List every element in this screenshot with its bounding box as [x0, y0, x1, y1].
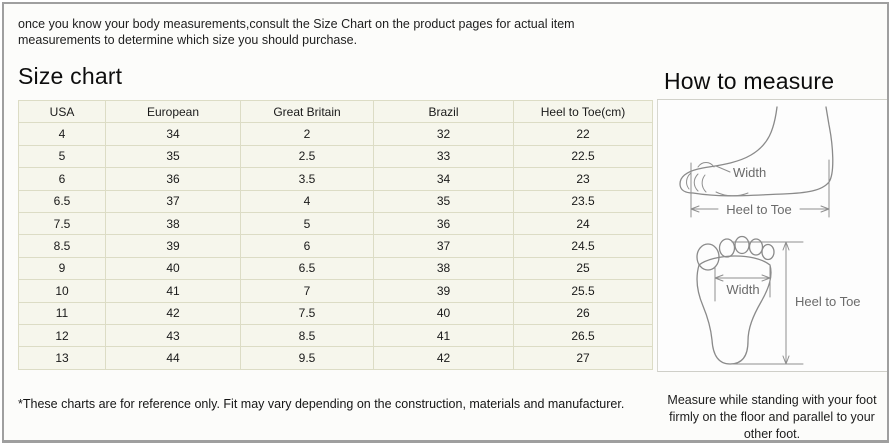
foot-side-view-icon: Width Heel to Toe	[679, 106, 834, 218]
size-cell: 36	[105, 167, 241, 191]
size-cell: 37	[373, 234, 514, 258]
size-cell: 22	[513, 122, 653, 146]
size-cell: 32	[373, 122, 514, 146]
table-row: 12 43 8.5 41 26.5	[18, 323, 653, 348]
how-to-measure-panel: How to measure Width Heel to Toe	[657, 4, 887, 440]
table-row: 5 35 2.5 33 22.5	[18, 144, 653, 169]
size-cell: 25	[513, 256, 653, 281]
column-header: European	[105, 99, 241, 124]
size-cell: 12	[18, 323, 106, 348]
size-cell: 24	[513, 211, 653, 236]
size-cell: 33	[373, 144, 514, 169]
table-row: 6 36 3.5 34 23	[18, 167, 653, 191]
size-cell: 9.5	[240, 346, 374, 370]
column-header: Heel to Toe(cm)	[513, 99, 653, 124]
size-chart-panel: once you know your body measurements,con…	[4, 4, 657, 440]
column-header: Brazil	[373, 99, 514, 124]
table-row: 8.5 39 6 37 24.5	[18, 234, 653, 258]
how-to-measure-header: How to measure	[657, 4, 887, 100]
page-title: Size chart	[18, 63, 123, 89]
size-cell: 5	[240, 211, 374, 236]
size-cell: 42	[105, 301, 241, 325]
table-row: 10 41 7 39 25.5	[18, 279, 653, 303]
size-cell: 27	[513, 346, 653, 370]
footprint-length-label: Heel to Toe	[795, 294, 861, 309]
size-cell: 36	[373, 211, 514, 236]
size-cell: 38	[105, 211, 241, 236]
size-chart-table: USA European Great Britain Brazil Heel to To…	[18, 99, 653, 370]
measure-note: Measure while standing with your foot fi…	[657, 372, 887, 440]
size-cell: 42	[373, 346, 514, 370]
size-cell: 25.5	[513, 279, 653, 303]
size-cell: 7.5	[240, 301, 374, 325]
size-cell: 6.5	[240, 256, 374, 281]
size-cell: 7.5	[18, 211, 106, 236]
size-cell: 9	[18, 256, 106, 281]
size-cell: 35	[105, 144, 241, 169]
size-cell: 22.5	[513, 144, 653, 169]
size-cell: 43	[105, 323, 241, 348]
footprint-icon: Width Heel to Toe	[696, 235, 861, 365]
size-cell: 26.5	[513, 323, 653, 348]
intro-text: once you know your body measurements,con…	[18, 17, 575, 47]
side-length-label: Heel to Toe	[726, 202, 792, 217]
size-cell: 26	[513, 301, 653, 325]
footprint-width-label: Width	[726, 282, 759, 297]
size-cell: 6	[240, 234, 374, 258]
size-cell: 37	[105, 189, 241, 213]
table-row: 11 42 7.5 40 26	[18, 301, 653, 325]
size-cell: 5	[18, 144, 106, 169]
size-cell: 44	[105, 346, 241, 370]
size-cell: 35	[373, 189, 514, 213]
table-row: 6.5 37 4 35 23.5	[18, 189, 653, 213]
size-cell: 24.5	[513, 234, 653, 258]
size-cell: 41	[105, 279, 241, 303]
size-cell: 8.5	[240, 323, 374, 348]
how-to-measure-title: How to measure	[664, 68, 835, 94]
table-row: 13 44 9.5 42 27	[18, 346, 653, 370]
size-cell: 6.5	[18, 189, 106, 213]
size-cell: 38	[373, 256, 514, 281]
reference-footnote: *These charts are for reference only. Fi…	[18, 396, 625, 411]
size-cell: 23.5	[513, 189, 653, 213]
table-row: 4 34 2 32 22	[18, 122, 653, 146]
table-row: 9 40 6.5 38 25	[18, 256, 653, 281]
size-cell: 3.5	[240, 167, 374, 191]
size-cell: 23	[513, 167, 653, 191]
size-cell: 34	[105, 122, 241, 146]
measure-diagrams: Width Heel to Toe Width Heel	[657, 100, 887, 372]
size-cell: 11	[18, 301, 106, 325]
column-header: USA	[18, 99, 106, 124]
size-cell: 10	[18, 279, 106, 303]
size-cell: 13	[18, 346, 106, 370]
size-cell: 41	[373, 323, 514, 348]
size-cell: 40	[373, 301, 514, 325]
size-cell: 34	[373, 167, 514, 191]
size-table-body: 4 34 2 32 22 5 35 2.5 33 22.5 6 36 3.5 34 23 6.5 37 4 35 23…	[18, 122, 653, 370]
size-cell: 6	[18, 167, 106, 191]
size-table-header-row: USA European Great Britain Brazil Heel to To…	[18, 99, 653, 124]
column-header: Great Britain	[240, 99, 374, 124]
size-cell: 7	[240, 279, 374, 303]
side-width-label: Width	[733, 165, 766, 180]
table-row: 7.5 38 5 36 24	[18, 211, 653, 236]
size-cell: 2	[240, 122, 374, 146]
size-cell: 4	[240, 189, 374, 213]
size-cell: 40	[105, 256, 241, 281]
size-cell: 2.5	[240, 144, 374, 169]
size-cell: 4	[18, 122, 106, 146]
size-cell: 8.5	[18, 234, 106, 258]
size-cell: 39	[105, 234, 241, 258]
size-cell: 39	[373, 279, 514, 303]
